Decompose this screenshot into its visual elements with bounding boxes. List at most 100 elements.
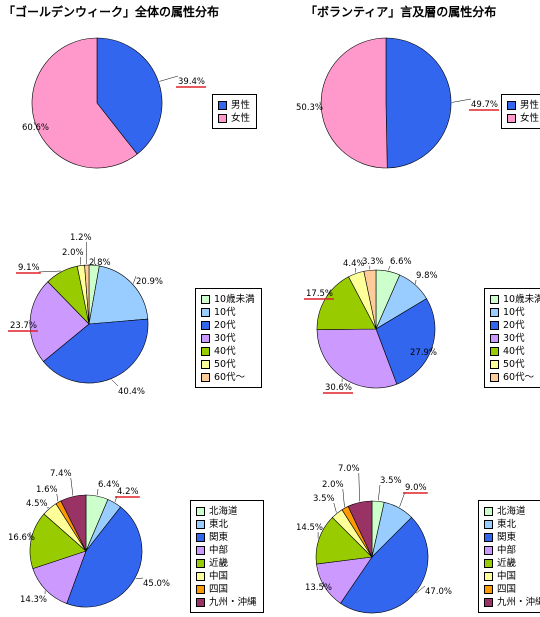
legend-age-vol: 10歳未満 10代 20代 30代 40代 50代 60代～: [484, 288, 540, 388]
legend-swatch: [484, 559, 493, 568]
legend-swatch: [201, 360, 210, 369]
slice-label-age-vol-0: 6.6%: [390, 257, 412, 267]
legend-swatch: [507, 101, 516, 110]
slice-label-age-vol-3: 30.6%: [325, 383, 352, 393]
legend-swatch: [484, 546, 493, 555]
slice-label-region-vol-5: 3.5%: [313, 494, 335, 504]
pie-slice-gender-vol-0: [385, 37, 452, 169]
slice-label-region-gw-7: 7.4%: [50, 469, 72, 479]
legend-swatch: [201, 321, 210, 330]
legend-item: 近畿: [196, 557, 257, 570]
legend-label: 関東: [209, 532, 229, 543]
legend-swatch: [196, 507, 205, 516]
legend-label: 20代: [503, 320, 525, 331]
pie-slice-region-gw-7: [60, 494, 87, 552]
legend-item: 10代: [201, 306, 255, 319]
legend-label: 中部: [497, 545, 517, 556]
legend-item: 20代: [490, 319, 540, 332]
legend-label: 40代: [214, 346, 236, 357]
leader-line-region-vol-7: [358, 472, 360, 502]
legend-item: 九州・沖縄: [484, 596, 540, 609]
legend-item: 中部: [484, 544, 540, 557]
legend-swatch: [218, 101, 227, 110]
legend-region-gw: 北海道 東北 関東 中部 近畿 中国 四国 九州・沖縄: [190, 500, 264, 613]
legend-item: 九州・沖縄: [196, 596, 257, 609]
legend-label: 近畿: [497, 558, 517, 569]
legend-label: 東北: [209, 519, 229, 530]
slice-label-region-gw-3: 14.3%: [20, 595, 47, 605]
slice-label-region-gw-5: 4.5%: [26, 499, 48, 509]
legend-swatch: [196, 572, 205, 581]
legend-label: 北海道: [497, 506, 526, 517]
legend-swatch: [201, 308, 210, 317]
legend-item: 女性: [507, 112, 539, 125]
pie-slice-gender-gw-0: [96, 37, 163, 155]
left-column-title: 「ゴールデンウィーク」全体の属性分布: [3, 5, 220, 19]
legend-label: 中国: [497, 571, 517, 582]
legend-item: 中部: [196, 544, 257, 557]
legend-item: 40代: [201, 345, 255, 358]
slice-label-region-gw-0: 6.4%: [98, 480, 120, 490]
legend-item: 中国: [196, 570, 257, 583]
slice-label-region-vol-2: 47.0%: [425, 587, 452, 597]
slice-label-region-gw-6: 1.6%: [36, 485, 58, 495]
legend-swatch: [484, 585, 493, 594]
legend-label: 50代: [214, 359, 236, 370]
legend-swatch: [196, 598, 205, 607]
slice-label-gender-vol-1: 50.3%: [296, 103, 323, 113]
legend-swatch: [201, 347, 210, 356]
slice-label-region-gw-4: 16.6%: [8, 533, 35, 543]
pie-slice-age-vol-2: [375, 298, 436, 385]
legend-item: 40代: [490, 345, 540, 358]
pie-slice-region-gw-2: [66, 506, 143, 608]
leader-line-age-gw-2: [111, 379, 119, 387]
legend-label: 女性: [520, 113, 540, 124]
legend-label: 10代: [214, 307, 236, 318]
slice-label-age-gw-2: 40.4%: [118, 387, 145, 397]
slice-label-region-vol-0: 3.5%: [380, 476, 402, 486]
legend-gender-gw: 男性 女性: [212, 94, 258, 129]
legend-swatch: [484, 572, 493, 581]
legend-label: 30代: [503, 333, 525, 344]
legend-swatch: [196, 533, 205, 542]
pie-slice-region-gw-4: [29, 513, 87, 570]
slice-label-age-vol-4: 17.5%: [306, 289, 333, 299]
legend-label: 60代～: [214, 372, 246, 383]
legend-label: 中国: [209, 571, 229, 582]
legend-swatch: [196, 546, 205, 555]
legend-item: 男性: [218, 99, 250, 112]
legend-item: 中国: [484, 570, 540, 583]
pie-slice-region-vol-4: [315, 516, 373, 565]
slice-label-age-vol-6: 3.3%: [362, 257, 384, 267]
legend-gender-vol: 男性 女性: [501, 94, 540, 129]
legend-item: 女性: [218, 112, 250, 125]
leader-line-region-vol-1: [399, 491, 406, 508]
right-column-title: 「ボランティア」言及層の属性分布: [305, 5, 497, 19]
legend-label: 10歳未満: [503, 294, 540, 305]
legend-swatch: [490, 334, 499, 343]
legend-label: 10歳未満: [214, 294, 255, 305]
slice-label-gender-gw-1: 60.6%: [22, 123, 49, 133]
legend-item: 四国: [196, 583, 257, 596]
legend-age-gw: 10歳未満 10代 20代 30代 40代 50代 60代～: [195, 288, 262, 388]
slice-label-region-vol-1: 9.0%: [405, 483, 427, 493]
leader-line-region-gw-6: [56, 493, 59, 502]
legend-item: 男性: [507, 99, 539, 112]
legend-swatch: [490, 321, 499, 330]
pie-region-vol: 3.5%9.0%47.0%13.5%14.5%3.5%2.0%7.0%: [296, 464, 452, 614]
legend-label: 男性: [231, 100, 251, 111]
slice-label-age-vol-5: 4.4%: [343, 259, 365, 269]
legend-swatch: [484, 507, 493, 516]
leader-line-age-vol-0: [388, 265, 391, 271]
pie-gender-vol: 49.7% 50.3%: [296, 37, 499, 169]
pie-slice-gender-gw-1: [31, 37, 138, 169]
slice-label-region-vol-4: 14.5%: [296, 523, 323, 533]
legend-swatch: [484, 598, 493, 607]
slice-label-region-gw-1: 4.2%: [117, 487, 139, 497]
legend-swatch: [201, 334, 210, 343]
leader-line-gender-vol-0: [451, 98, 472, 103]
pie-age-vol: 6.6% 9.8% 27.9% 30.6% 17.5% 4.4%3.3%: [304, 257, 438, 394]
pie-age-gw: 2.8% 20.9% 40.4% 23.7% 9.1% 2.0% 1.2%: [8, 233, 163, 397]
legend-swatch: [490, 360, 499, 369]
